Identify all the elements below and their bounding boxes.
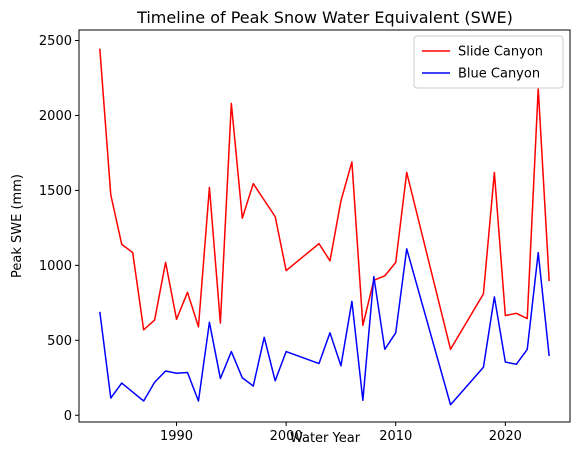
- data-point: [493, 171, 496, 174]
- data-point: [405, 171, 408, 174]
- data-point: [383, 274, 386, 277]
- data-point: [252, 182, 255, 185]
- data-point: [131, 251, 134, 254]
- data-point: [164, 370, 167, 373]
- series-line-blue-canyon: [99, 248, 550, 406]
- data-point: [394, 331, 397, 334]
- data-point: [285, 269, 288, 272]
- data-point: [230, 102, 233, 105]
- data-point: [241, 217, 244, 220]
- y-tick-label: 0: [64, 409, 72, 424]
- x-axis-label: Water Year: [290, 431, 361, 446]
- chart-legend: Slide Canyon Blue Canyon: [413, 35, 564, 89]
- data-point: [131, 391, 134, 394]
- data-point: [361, 324, 364, 327]
- data-point: [328, 259, 331, 262]
- data-point: [120, 382, 123, 385]
- y-axis-label: Peak SWE (mm): [10, 174, 25, 278]
- data-point: [164, 261, 167, 264]
- data-point: [274, 379, 277, 382]
- y-tick-label: 500: [47, 334, 72, 349]
- data-point: [197, 400, 200, 403]
- data-point: [515, 312, 518, 315]
- data-point: [274, 215, 277, 218]
- x-tick-label: 2000: [270, 429, 303, 444]
- x-tick-label: 2010: [379, 429, 412, 444]
- data-point: [350, 160, 353, 163]
- y-tick-label: 2000: [39, 109, 72, 124]
- data-point: [526, 317, 529, 320]
- x-tick-label: 2020: [489, 429, 522, 444]
- data-point: [449, 403, 452, 406]
- data-point: [153, 319, 156, 322]
- data-point: [197, 325, 200, 328]
- data-point: [504, 314, 507, 317]
- x-tick-label: 1990: [160, 429, 193, 444]
- data-point: [339, 364, 342, 367]
- data-point: [230, 350, 233, 353]
- data-point: [405, 247, 408, 250]
- data-point: [175, 318, 178, 321]
- data-point: [328, 331, 331, 334]
- data-point: [526, 348, 529, 351]
- data-point: [515, 363, 518, 366]
- data-point: [318, 242, 321, 245]
- data-point: [318, 362, 321, 365]
- data-point: [285, 350, 288, 353]
- y-tick-label: 1500: [39, 184, 72, 199]
- data-point: [175, 372, 178, 375]
- y-tick-label: 2500: [39, 34, 72, 49]
- series-layer: [98, 47, 551, 406]
- data-point: [383, 348, 386, 351]
- data-point: [339, 199, 342, 202]
- data-point: [537, 251, 540, 254]
- data-point: [98, 310, 101, 313]
- data-point: [109, 397, 112, 400]
- data-point: [548, 355, 551, 358]
- plot-area-frame: [78, 29, 571, 423]
- data-point: [186, 291, 189, 294]
- data-point: [504, 361, 507, 364]
- data-point: [361, 399, 364, 402]
- data-point: [482, 366, 485, 369]
- data-point: [394, 261, 397, 264]
- legend-label: Slide Canyon: [458, 45, 543, 60]
- data-point: [372, 275, 375, 278]
- data-point: [219, 322, 222, 325]
- data-point: [153, 381, 156, 384]
- data-point: [109, 193, 112, 196]
- data-point: [186, 371, 189, 374]
- data-point: [208, 186, 211, 189]
- data-point: [350, 300, 353, 303]
- data-point: [142, 328, 145, 331]
- legend-box: [413, 35, 564, 89]
- y-tick-label: 1000: [39, 259, 72, 274]
- data-point: [241, 376, 244, 379]
- data-point: [493, 295, 496, 298]
- data-point: [98, 47, 101, 50]
- y-axis-ticks: 0 500 1000 1500 2000 2500: [39, 34, 79, 424]
- legend-label: Blue Canyon: [458, 67, 540, 82]
- data-point: [219, 377, 222, 380]
- x-axis-ticks: 1990 2000 2010 2020: [160, 422, 522, 444]
- data-point: [449, 348, 452, 351]
- series-line-slide-canyon: [99, 48, 550, 351]
- data-point: [252, 385, 255, 388]
- chart-title: Timeline of Peak Snow Water Equivalent (…: [136, 8, 513, 27]
- data-point: [120, 243, 123, 246]
- data-point: [208, 321, 211, 324]
- data-point: [482, 292, 485, 295]
- data-point: [548, 280, 551, 283]
- data-point: [263, 336, 266, 339]
- data-point: [142, 400, 145, 403]
